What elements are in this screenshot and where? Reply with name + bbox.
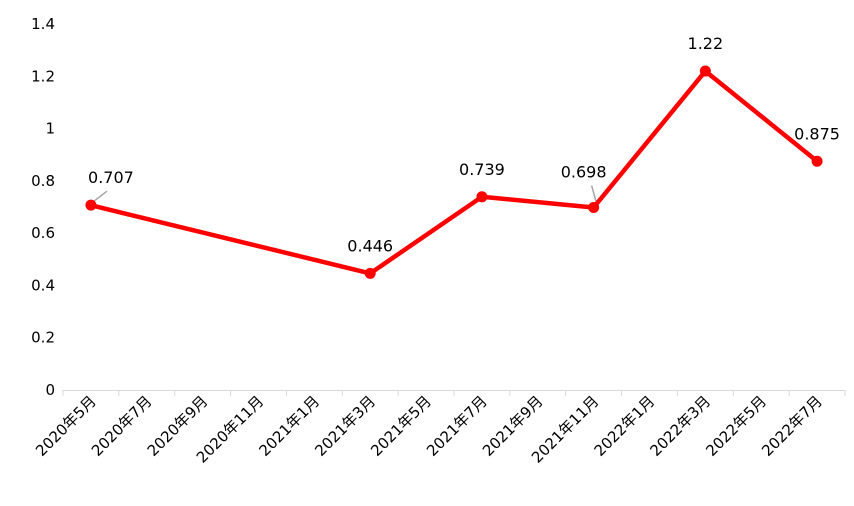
data-label: 1.22 <box>688 34 724 53</box>
y-tick-label: 0 <box>45 381 55 399</box>
y-tick-label: 1 <box>45 120 55 138</box>
data-point <box>476 191 488 203</box>
x-tick-label: 2022年7月 <box>758 392 826 460</box>
data-point <box>811 155 823 167</box>
x-axis-ticks: 2020年5月2020年7月2020年9月2020年11月2021年1月2021… <box>32 390 846 467</box>
data-label: 0.446 <box>347 236 393 255</box>
data-labels: 0.707 0.446 0.739 0.698 1.22 0.875 <box>88 34 840 255</box>
data-label: 0.707 <box>88 168 134 187</box>
data-point <box>364 267 376 279</box>
data-label: 0.875 <box>794 124 840 143</box>
y-axis-ticks: 0 0.2 0.4 0.6 0.8 1 1.2 1.4 <box>31 15 55 399</box>
data-point <box>588 202 600 214</box>
series-markers <box>85 65 823 279</box>
data-label: 0.698 <box>561 163 607 182</box>
y-tick-label: 1.4 <box>31 15 55 33</box>
series-line <box>88 68 820 276</box>
y-tick-label: 0.8 <box>31 172 55 190</box>
y-tick-label: 1.2 <box>31 67 55 85</box>
y-tick-label: 0.6 <box>31 224 55 242</box>
data-point <box>85 199 97 211</box>
data-point <box>699 65 711 77</box>
label-leader-line <box>590 185 598 204</box>
y-tick-label: 0.4 <box>31 276 55 294</box>
label-leader-lines <box>93 185 598 204</box>
data-label: 0.739 <box>459 160 505 179</box>
y-tick-label: 0.2 <box>31 329 55 347</box>
label-leader-line <box>93 190 108 202</box>
